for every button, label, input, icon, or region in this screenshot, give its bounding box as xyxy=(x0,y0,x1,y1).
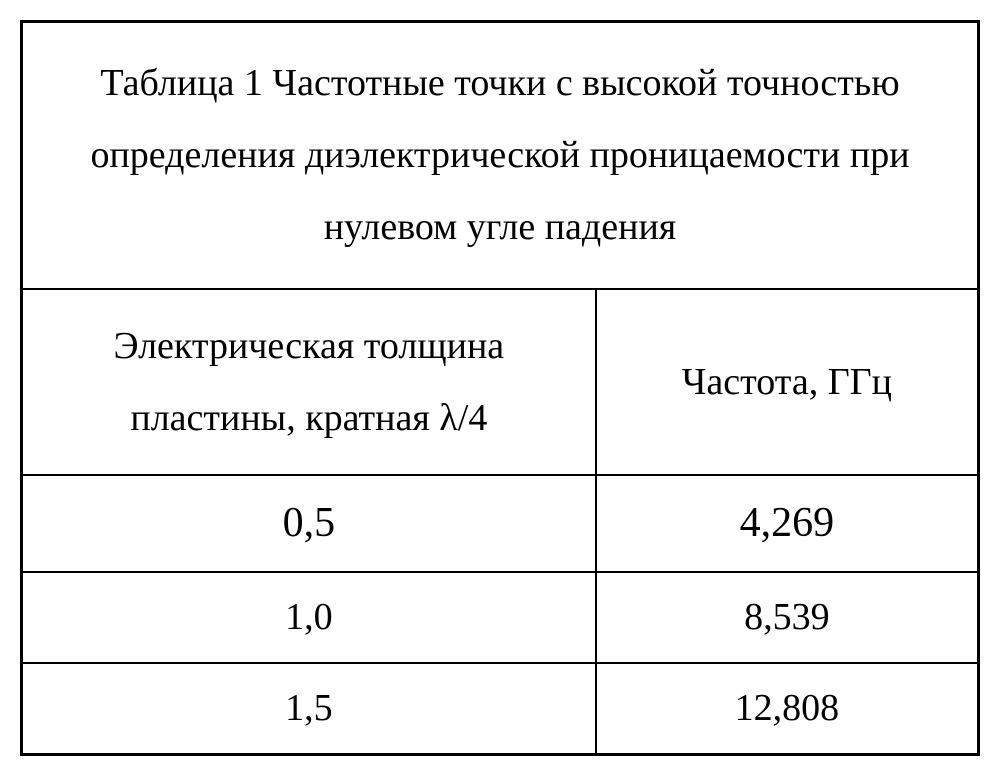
table-title: Таблица 1 Частотные точки с высокой точн… xyxy=(22,22,979,289)
column-header-thickness: Электрическая толщина пластины, кратная … xyxy=(22,289,596,475)
cell-frequency: 4,269 xyxy=(596,475,979,572)
cell-thickness: 1,5 xyxy=(22,663,596,754)
table-row: 1,0 8,539 xyxy=(22,572,979,663)
cell-thickness: 1,0 xyxy=(22,572,596,663)
cell-frequency: 8,539 xyxy=(596,572,979,663)
table-container: Таблица 1 Частотные точки с высокой точн… xyxy=(20,20,980,756)
table-title-row: Таблица 1 Частотные точки с высокой точн… xyxy=(22,22,979,289)
cell-frequency: 12,808 xyxy=(596,663,979,754)
table-row: 0,5 4,269 xyxy=(22,475,979,572)
cell-thickness: 0,5 xyxy=(22,475,596,572)
table-row: 1,5 12,808 xyxy=(22,663,979,754)
column-header-frequency: Частота, ГГц xyxy=(596,289,979,475)
data-table: Таблица 1 Частотные точки с высокой точн… xyxy=(20,20,980,756)
table-header-row: Электрическая толщина пластины, кратная … xyxy=(22,289,979,475)
